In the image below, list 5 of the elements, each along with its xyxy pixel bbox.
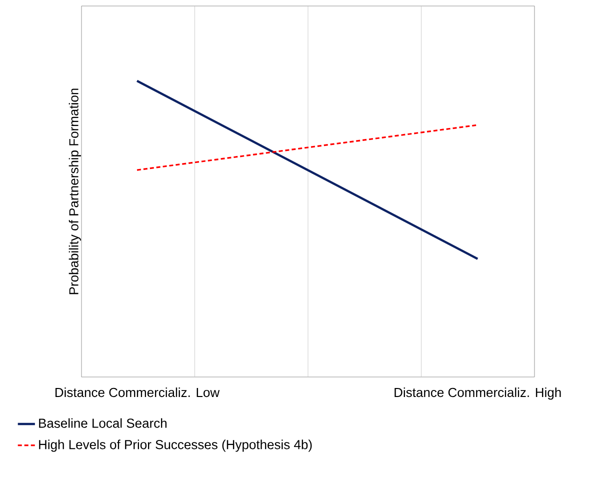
legend-label: High Levels of Prior Successes (Hypothesis 4b) [39,440,312,452]
x-tick-label: Distance Commercializ. Low [55,388,220,398]
y-axis-title: Probability of Partnership Formation [68,88,81,294]
legend-label: Baseline Local Search [39,418,167,428]
x-tick-label: Distance Commercializ. High [394,388,561,400]
